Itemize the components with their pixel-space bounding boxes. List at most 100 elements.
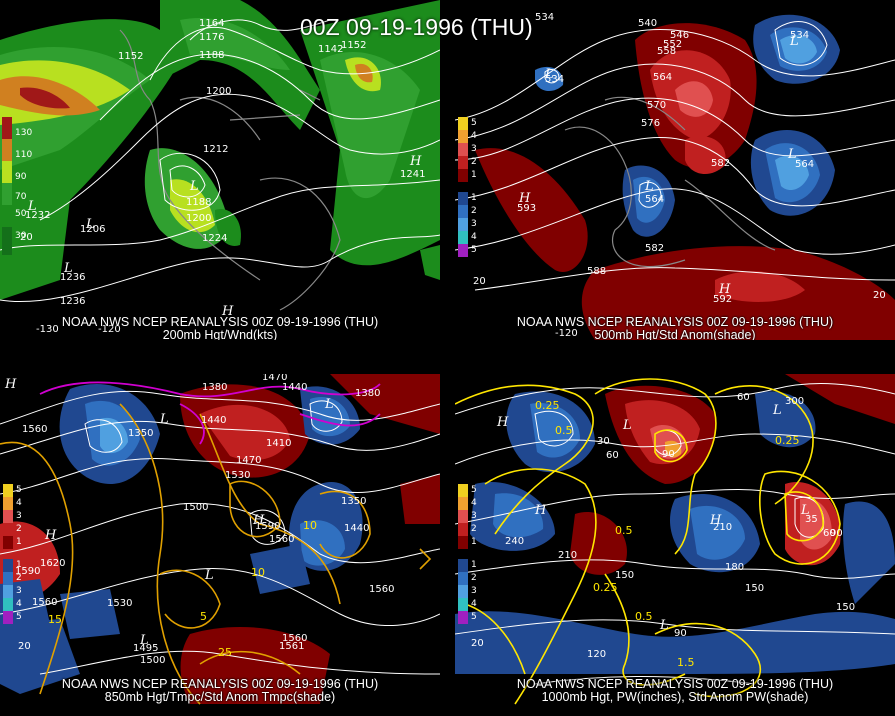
legend-label: 5 [471,612,477,622]
contour-label: 1560 [32,597,57,608]
legend-label: 2 [471,573,477,583]
contour-label: 1560 [282,633,307,644]
contour-label: 1241 [400,169,425,180]
high-pressure-marker: H [534,503,547,518]
legend-label: 4 [16,498,22,508]
contour-label: 534 [535,12,554,23]
pw-label: 0.5 [615,524,633,537]
legend-label: 130 [15,128,33,138]
contour-label: 546 [670,30,689,41]
contour-label: 1350 [128,428,153,439]
legend-label: 1 [471,193,477,203]
high-pressure-marker: H [718,282,731,297]
contour-label: 564 [645,194,664,205]
legend-label: 2 [16,573,22,583]
contour-label: 210 [558,550,577,561]
low-pressure-marker: L [204,568,214,583]
low-pressure-marker: L [324,397,334,412]
legend-label: 70 [15,192,27,202]
high-pressure-marker: H [709,513,722,528]
legend-label: 5 [471,485,477,495]
contour-label: 300 [785,396,804,407]
legend-label: 2 [471,524,477,534]
latitude-label: 20 [471,638,484,649]
map-200mb: 1164 1176 1188 1152 1152 1200 1212 1188 … [0,0,440,340]
contour-label: 564 [653,72,672,83]
contour-label: 1380 [355,388,380,399]
contour-label: 1470 [236,455,261,466]
contour-label: 558 [657,46,676,57]
high-pressure-marker: H [496,415,509,430]
legend-label: 4 [471,498,477,508]
legend-label: 3 [471,586,477,596]
pw-label: 1.5 [677,656,695,669]
contour-label: 582 [711,158,730,169]
contour-label: 150 [745,583,764,594]
contour-label: 1561 [279,641,304,652]
low-pressure-marker: L [622,418,632,433]
contour-label: 1530 [107,598,132,609]
legend-label: 1 [16,560,22,570]
contour-label: 592 [713,294,732,305]
longitude-label: -120 [98,324,121,335]
contour-label: 1440 [201,415,226,426]
low-pressure-marker: L [644,179,654,194]
legend-label: 4 [471,232,477,242]
contour-label: 1236 [60,272,85,283]
pw-label: 0.5 [635,610,653,623]
contour-label: 1500 [183,502,208,513]
legend-label: 50 [15,209,27,219]
legend-label: 3 [16,511,22,521]
high-pressure-marker: H [518,191,531,206]
high-pressure-marker: H [252,513,265,528]
contour-label: 1440 [344,523,369,534]
contour-label: 1590 [255,521,280,532]
contour-label: 570 [647,100,666,111]
contour-label: 1530 [225,470,250,481]
contour-label: 90 [674,628,687,639]
legend-label: 4 [16,599,22,609]
low-pressure-marker: L [800,503,810,518]
temp-label: 5 [200,610,207,623]
contour-label: 534 [790,30,809,41]
latitude-label: 20 [18,641,31,652]
contour-label: 1350 [341,496,366,507]
contour-label: 1470 [262,374,287,383]
contour-label: 1142 [318,44,343,55]
low-pressure-marker: L [139,633,149,648]
temp-label: 10 [303,519,317,532]
legend-label: 3 [471,511,477,521]
legend-label: 5 [471,118,477,128]
low-pressure-marker: L [85,217,95,232]
contour-label: 593 [517,203,536,214]
legend-label: 1 [16,537,22,547]
latitude-label: 20 [473,276,486,287]
contour-label: 150 [615,570,634,581]
contour-label: 1212 [203,144,228,155]
contour-label: 1236 [60,296,85,307]
contour-label: 210 [713,522,732,533]
longitude-label: -120 [555,328,578,339]
contour-label: 90 [830,528,843,539]
temp-label: 10 [251,566,265,579]
legend-label: 110 [15,150,33,160]
contour-label: 564 [795,159,814,170]
panel-1000mb: 0.25 0.5 30 60 90 60 300 0.25 240 210 21… [455,374,895,714]
contour-label: 540 [638,18,657,29]
panel-500mb: 534 540 546 552 558 564 570 576 534 582 … [455,0,895,340]
contour-label: 1176 [199,32,224,43]
panel-200mb: 1164 1176 1188 1152 1152 1200 1212 1188 … [0,0,440,340]
low-pressure-marker: L [789,34,799,49]
high-pressure-marker: H [4,377,17,392]
contour-label: 1495 [133,643,158,654]
temp-label: 15 [48,613,62,626]
contour-label: 1440 [282,382,307,393]
contour-label: 1200 [206,86,231,97]
pw-label: 0.25 [775,434,800,447]
high-pressure-marker: H [44,528,57,543]
low-pressure-marker: L [787,147,797,162]
low-pressure-marker: L [544,67,554,82]
legend-label: 4 [471,599,477,609]
contour-label: 1164 [199,18,224,29]
contour-label: 588 [587,266,606,277]
